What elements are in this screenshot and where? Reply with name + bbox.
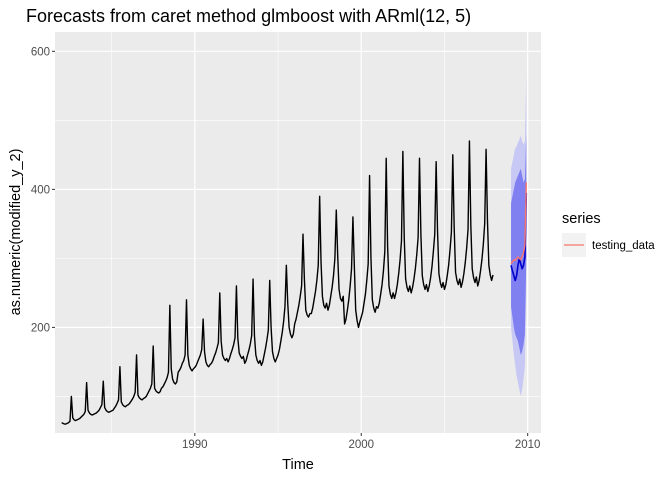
- x-axis-title: Time: [282, 457, 314, 473]
- legend-label-testing-data: testing_data: [592, 240, 655, 252]
- series-line-history: [61, 140, 494, 425]
- chart-title: Forecasts from caret method glmboost wit…: [26, 6, 471, 26]
- y-axis-title: as.numeric(modified_y_2): [8, 149, 24, 316]
- prediction-bands: [511, 75, 527, 397]
- x-tick-label: 1990: [182, 439, 208, 451]
- series-line-testing-data: [510, 182, 527, 265]
- legend-title: series: [562, 211, 601, 227]
- series-line-forecast: [510, 192, 528, 282]
- series-lines: [61, 140, 528, 425]
- band-80: [511, 134, 527, 356]
- y-tick-label: 400: [31, 184, 50, 196]
- y-tick-label: 200: [31, 322, 50, 334]
- grid-minor: [55, 32, 541, 433]
- x-axis: 1990 2000 2010: [182, 433, 540, 451]
- x-tick-label: 2000: [348, 439, 374, 451]
- y-tick-label: 600: [31, 46, 50, 58]
- legend: series testing_data: [562, 211, 655, 257]
- x-tick-label: 2010: [515, 439, 541, 451]
- y-axis: 200 400 600: [31, 46, 55, 334]
- grid-major: [55, 32, 541, 433]
